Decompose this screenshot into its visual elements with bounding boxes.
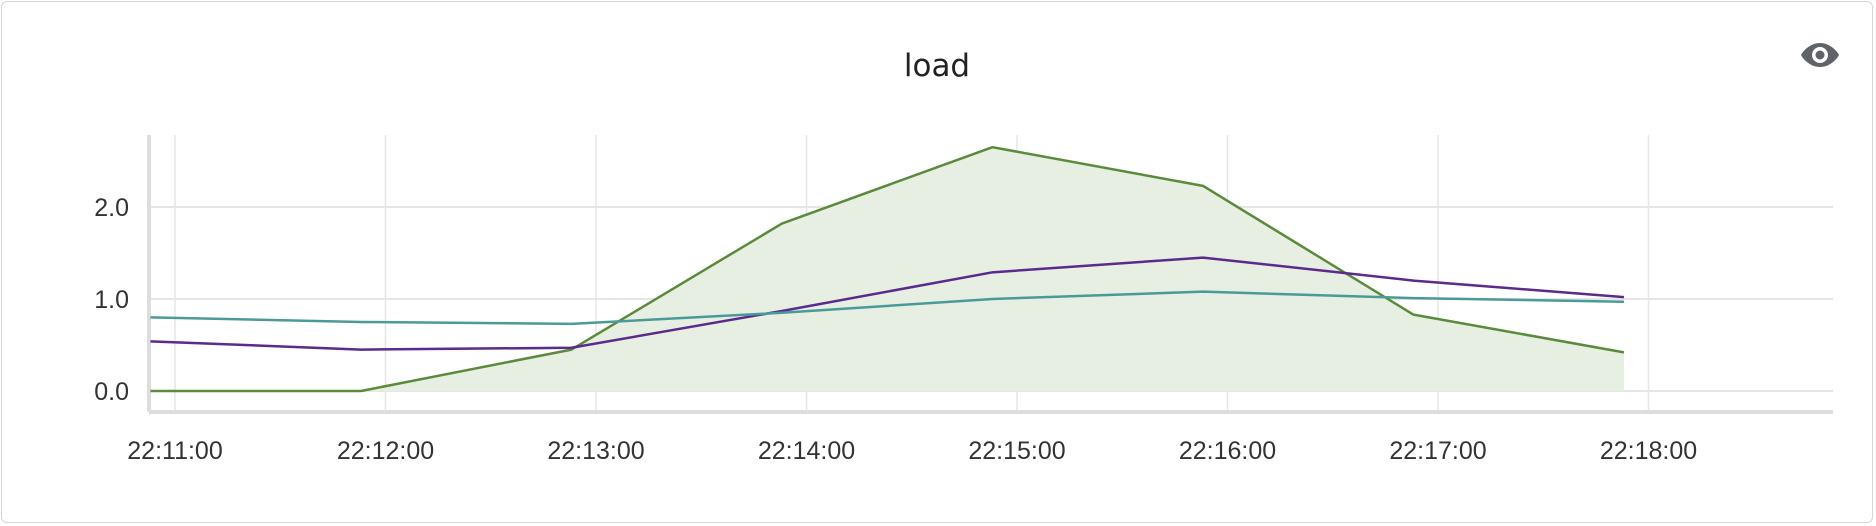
x-tick-label: 22:13:00: [547, 437, 644, 465]
x-tick-label: 22:15:00: [968, 437, 1065, 465]
x-tick-label: 22:17:00: [1389, 437, 1486, 465]
eye-icon[interactable]: [1800, 39, 1840, 71]
x-tick-label: 22:14:00: [758, 437, 855, 465]
x-tick-label: 22:12:00: [337, 437, 434, 465]
y-tick-label: 1.0: [94, 286, 129, 314]
x-tick-label: 22:11:00: [127, 437, 222, 465]
series-green-area: [150, 147, 1624, 391]
series-purple-line: [150, 256, 1625, 351]
y-tick-label: 0.0: [94, 378, 129, 406]
y-tick-label: 2.0: [94, 194, 129, 222]
series-teal-line: [150, 290, 1624, 326]
series-green-line: [150, 145, 1625, 393]
x-tick-label: 22:18:00: [1600, 437, 1697, 465]
x-tick-label: 22:16:00: [1179, 437, 1276, 465]
chart-title: load: [903, 48, 971, 84]
